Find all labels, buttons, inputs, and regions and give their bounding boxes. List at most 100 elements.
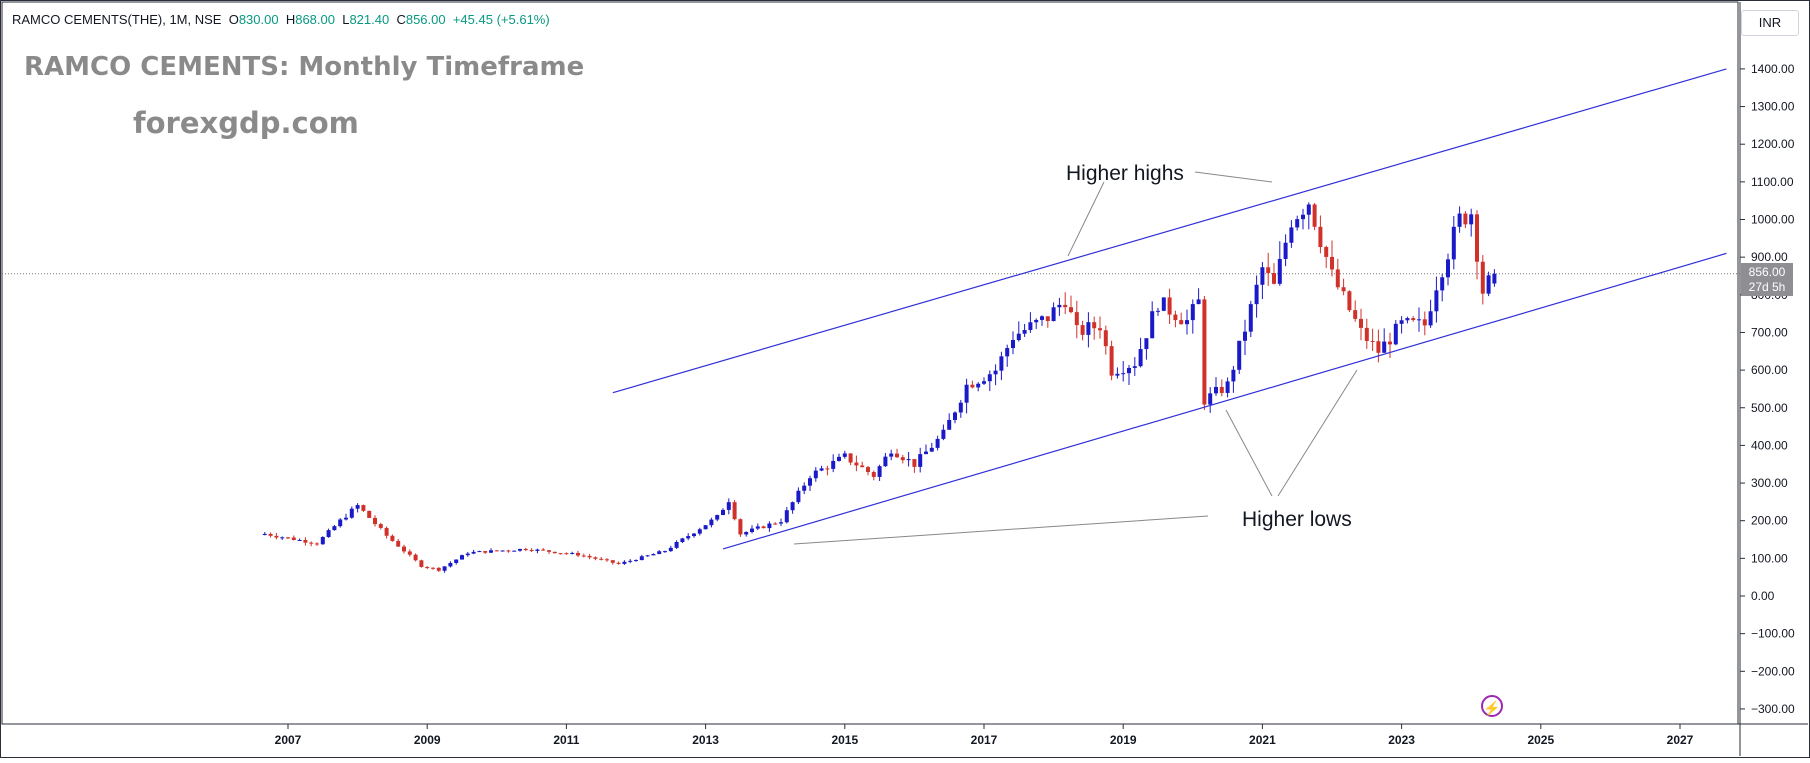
candle-up <box>442 566 447 571</box>
price-axis-ticks <box>1740 68 1745 710</box>
higher-lows-pointer-right <box>1277 369 1358 497</box>
candle-down <box>1098 328 1102 331</box>
price-tick-label: 1400.00 <box>1751 62 1795 76</box>
lower-channel-line[interactable] <box>722 252 1727 550</box>
candle-down <box>1341 287 1346 292</box>
change-value: +45.45 (+5.61%) <box>452 12 550 27</box>
candle-up <box>489 550 493 553</box>
candle-up <box>657 551 662 555</box>
channel-trendlines[interactable] <box>612 68 1727 550</box>
candle-up <box>518 548 522 551</box>
watermark-text[interactable]: forexgdp.com <box>133 106 359 140</box>
price-tick-label: 200.00 <box>1751 514 1788 528</box>
candle-down <box>1324 247 1329 257</box>
candle-down <box>390 535 395 541</box>
candle-up <box>1417 319 1421 321</box>
time-tick-label: 2013 <box>692 733 719 747</box>
candle-up <box>1492 273 1497 284</box>
candle-down <box>1202 299 1207 405</box>
candle-up <box>1185 320 1189 325</box>
higher-highs-annotation[interactable]: Higher highs <box>1066 162 1184 185</box>
candle-down <box>825 468 830 470</box>
price-tick-label: 600.00 <box>1751 363 1788 377</box>
candle-down <box>1353 310 1358 319</box>
candle-up <box>1214 386 1218 394</box>
upper-channel-line[interactable] <box>612 68 1727 394</box>
candle-down <box>396 540 401 547</box>
price-tick-label: −300.00 <box>1751 702 1795 716</box>
candle-down <box>1318 226 1323 248</box>
high-value: 868.00 <box>295 12 335 27</box>
candle-down <box>1167 297 1172 315</box>
candle-up <box>1121 373 1126 375</box>
candle-down <box>605 559 609 561</box>
candle-up <box>1295 219 1300 228</box>
candle-up <box>703 525 708 530</box>
candle-up <box>1196 299 1201 305</box>
time-tick-label: 2025 <box>1527 733 1554 747</box>
candle-down <box>581 555 586 557</box>
candle-down <box>541 549 546 551</box>
time-axis-labels[interactable]: 2007 2009 2011 2013 2015 2017 2019 2021 2023 2025… <box>275 724 1694 747</box>
candle-up <box>628 560 633 562</box>
candle-down <box>1475 214 1479 262</box>
candle-up <box>1301 214 1305 220</box>
candle-down <box>866 467 870 473</box>
candle-down <box>494 550 499 552</box>
open-value: 830.00 <box>238 12 279 27</box>
candle-up <box>477 551 482 553</box>
candle-up <box>1446 259 1450 278</box>
candle-up <box>338 519 343 527</box>
candle-up <box>831 460 836 469</box>
chart-title[interactable]: RAMCO CEMENTS: Monthly Timeframe <box>24 52 585 82</box>
candle-up <box>1156 310 1160 312</box>
candle-up <box>320 537 325 545</box>
candle-down <box>1370 340 1375 342</box>
candle-up <box>993 370 998 375</box>
candle-up <box>1306 204 1311 215</box>
low-label: L <box>342 12 350 27</box>
candle-up <box>1457 213 1462 227</box>
candle-up <box>448 562 453 567</box>
candle-down <box>1480 261 1485 294</box>
candle-up <box>1428 311 1433 326</box>
candle-up <box>964 384 969 403</box>
higher-lows-annotation[interactable]: Higher lows <box>1242 508 1352 531</box>
candle-down <box>1045 316 1050 322</box>
candle-up <box>1127 367 1131 374</box>
candle-down <box>1330 256 1334 270</box>
candle-down <box>871 472 876 477</box>
symbol-line[interactable]: RAMCO CEMENTS(THE), 1M, NSE <box>12 12 222 27</box>
lightning-icon[interactable]: ⚡ <box>1481 695 1503 717</box>
candle-down <box>1074 312 1079 326</box>
candle-down <box>848 453 853 463</box>
candle-up <box>1190 304 1195 321</box>
candle-up <box>1040 316 1044 320</box>
candle-down <box>738 519 743 535</box>
candle-up <box>715 515 720 520</box>
candle-down <box>483 551 488 553</box>
candle-down <box>1411 318 1416 321</box>
candle-down <box>1103 330 1108 347</box>
currency-selector[interactable]: INR <box>1741 10 1799 36</box>
candle-down <box>274 535 279 538</box>
candle-up <box>639 556 644 561</box>
candle-up <box>929 447 934 452</box>
candle-up <box>1277 258 1282 284</box>
candle-up <box>808 478 812 486</box>
symbol-ohlc-legend[interactable]: RAMCO CEMENTS(THE), 1M, NSE O830.00 H868… <box>12 12 550 27</box>
higher-lows-pointer-left <box>1225 409 1273 497</box>
higher-highs-pointer-left <box>1067 181 1105 257</box>
price-tick-label: 900.00 <box>1751 250 1788 264</box>
candle-up <box>663 551 667 553</box>
candle-up <box>790 502 795 511</box>
candle-up <box>668 547 673 552</box>
candle-down <box>268 533 273 536</box>
price-tick-label: −200.00 <box>1751 664 1795 678</box>
candle-down <box>900 457 905 461</box>
candle-down <box>373 517 377 525</box>
candle-down <box>610 560 615 563</box>
price-axis-labels[interactable]: 1400.00 1300.00 1200.00 1100.00 1000.00 900.0… <box>1751 62 1795 716</box>
